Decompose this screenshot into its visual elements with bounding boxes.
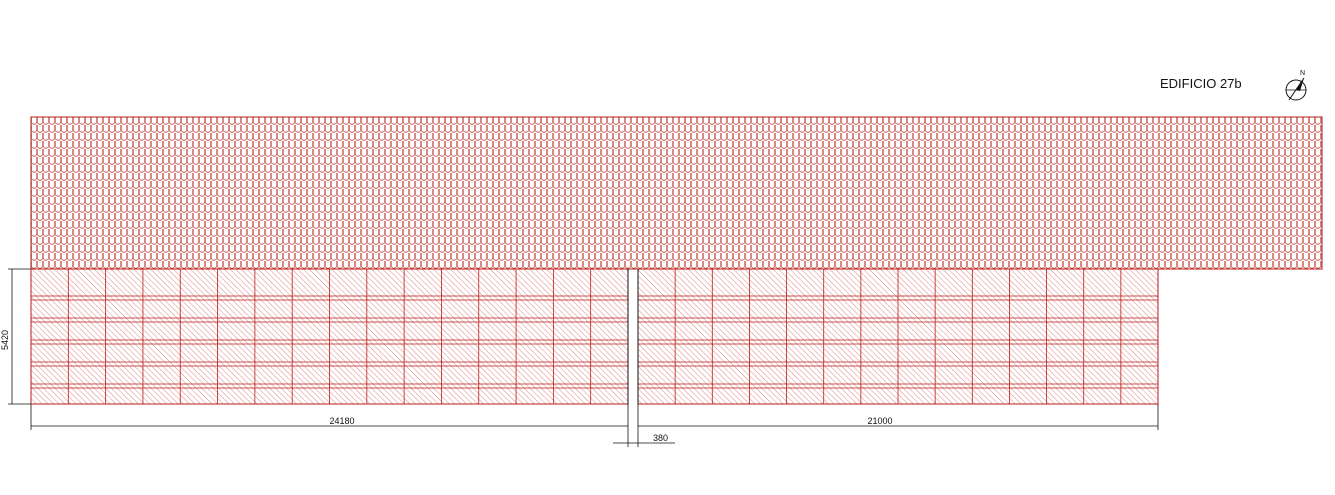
height-dimension-label: 5420 [0,330,10,350]
north-arrow-icon: N [1285,70,1307,101]
width-dimension-right: 21000 [638,404,1159,430]
tiled-roof [30,116,1323,270]
panel-grid-left [31,269,628,404]
north-label: N [1300,70,1305,77]
gap-dimension: 380 [613,404,675,447]
width-dimension-left: 24180 [30,404,628,430]
panel-grid-right [638,269,1158,404]
width-right-label: 21000 [867,416,892,426]
width-left-label: 24180 [329,416,354,426]
panel-array-right [637,268,1159,405]
gap-label: 380 [653,433,668,443]
building-label: EDIFICIO 27b [1160,76,1242,91]
height-dimension: 5420 [0,268,31,405]
panel-array-left [30,268,629,405]
